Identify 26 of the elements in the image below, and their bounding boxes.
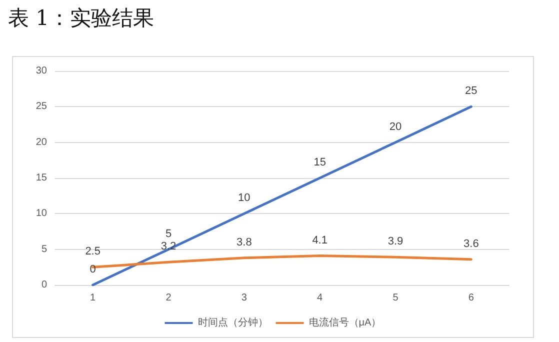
y-tick-label: 0 <box>41 280 48 290</box>
y-tick-label: 15 <box>36 172 48 184</box>
x-tick-label: 6 <box>468 292 474 304</box>
y-tick-label: 10 <box>36 208 48 220</box>
data-label: 10 <box>238 192 250 204</box>
legend-label: 时间点（分钟） <box>198 316 268 328</box>
y-tick-label: 20 <box>36 136 48 148</box>
data-label: 3.9 <box>388 236 404 248</box>
y-tick-label: 5 <box>41 244 48 255</box>
data-label: 2.5 <box>85 246 100 258</box>
data-label: 5 <box>165 228 172 240</box>
chart-title: 表 1：实验结果 <box>8 5 154 32</box>
data-label: 15 <box>314 156 326 168</box>
x-tick-label: 2 <box>166 292 172 304</box>
legend-label: 电流信号（μA） <box>308 316 382 328</box>
data-label: 3.8 <box>236 236 252 248</box>
y-tick-label: 30 <box>36 66 48 76</box>
data-label: 4.1 <box>312 234 328 246</box>
data-label: 20 <box>389 120 402 133</box>
y-tick-label: 25 <box>36 101 48 112</box>
x-tick-label: 5 <box>392 292 399 304</box>
data-label: 3.6 <box>464 238 479 250</box>
x-tick-label: 1 <box>90 292 96 304</box>
data-label: 25 <box>465 85 478 98</box>
x-tick-label: 4 <box>317 292 324 304</box>
x-tick-label: 3 <box>241 292 248 304</box>
